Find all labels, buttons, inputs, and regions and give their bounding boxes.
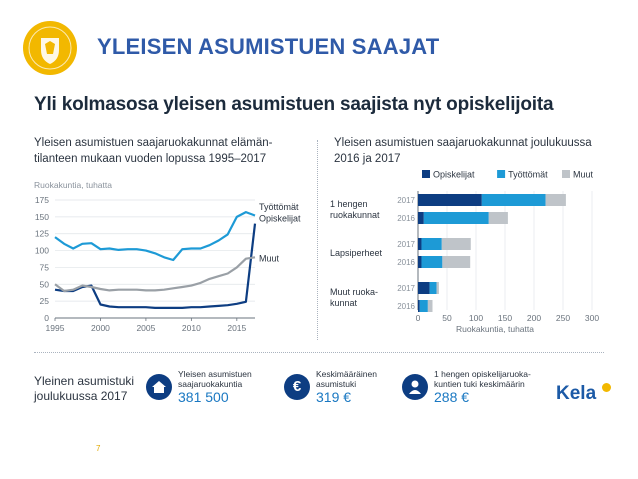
year-label: 2017 bbox=[397, 196, 415, 205]
y-tick-label: 50 bbox=[40, 279, 50, 289]
coat-of-arms-emblem bbox=[23, 21, 77, 75]
bar-segment bbox=[419, 300, 428, 312]
x-tick-label: 100 bbox=[469, 313, 483, 323]
x-tick-label: 300 bbox=[585, 313, 599, 323]
legend-swatch bbox=[422, 170, 430, 178]
year-label: 2016 bbox=[397, 302, 415, 311]
series-label: Opiskelijat bbox=[259, 214, 301, 224]
bar-segment bbox=[418, 256, 422, 268]
series-label: Työttömät bbox=[259, 202, 299, 212]
x-tick-label: 250 bbox=[556, 313, 570, 323]
bar-chart-title-line2: 2016 ja 2017 bbox=[334, 153, 401, 165]
series-line-0 bbox=[54, 211, 256, 262]
line-chart-title-line1: Yleisen asumistuen saajaruokakunnat eläm… bbox=[34, 137, 273, 149]
euro-icon: € bbox=[284, 374, 310, 400]
x-tick-label: 2015 bbox=[227, 323, 246, 333]
footer-title: Yleinen asumistuki joulukuussa 2017 bbox=[34, 374, 134, 404]
bar-segment bbox=[418, 282, 430, 294]
bar-chart-title: Yleisen asumistuen saajaruokakunnat joul… bbox=[334, 135, 592, 167]
footer-item-households-value: 381 500 bbox=[178, 389, 229, 405]
series-line-2 bbox=[54, 256, 256, 293]
kela-logo: Kela bbox=[556, 383, 612, 405]
footer-item-households-label2: saajaruokakuntia bbox=[178, 379, 243, 389]
y-tick-label: 100 bbox=[35, 246, 49, 256]
x-tick-label: 200 bbox=[527, 313, 541, 323]
kela-logo-dot bbox=[602, 383, 612, 392]
bar-segment bbox=[441, 238, 471, 250]
bar-segment bbox=[418, 238, 422, 250]
footer-item-average-value: 319 € bbox=[316, 389, 352, 405]
bar-segment bbox=[421, 238, 442, 250]
x-tick-label: 50 bbox=[442, 313, 452, 323]
chart-divider bbox=[317, 140, 318, 340]
line-chart: 0 25 50 75 100 125 150 175 1995 2000 2005 2010 2015 T… bbox=[35, 195, 301, 333]
house-icon bbox=[146, 374, 172, 400]
x-tick-label: 0 bbox=[416, 313, 421, 323]
bar-segment bbox=[421, 256, 443, 268]
line-chart-ylabel: Ruokakuntia, tuhatta bbox=[34, 180, 112, 190]
footer-item-average-label1: Keskimääräinen bbox=[316, 369, 377, 379]
footer-item-households-label1: Yleisen asumistuen bbox=[178, 369, 252, 379]
slide-title: YLEISEN ASUMISTUEN SAAJAT bbox=[97, 34, 440, 59]
year-label: 2017 bbox=[397, 284, 415, 293]
bar-segment bbox=[418, 194, 482, 206]
headline: Yli kolmasosa yleisen asumistuen saajist… bbox=[34, 94, 554, 115]
bar-segment bbox=[418, 212, 424, 224]
legend-label: Työttömät bbox=[508, 170, 548, 180]
bar-segment bbox=[423, 212, 489, 224]
y-tick-label: 0 bbox=[44, 313, 49, 323]
footer-title-line2: joulukuussa 2017 bbox=[34, 389, 128, 403]
x-axis-label: Ruokakuntia, tuhatta bbox=[456, 324, 534, 334]
legend-label: Muut bbox=[573, 170, 594, 180]
y-tick-label: 75 bbox=[40, 262, 50, 272]
page-number: 7 bbox=[96, 444, 101, 453]
bar-segment bbox=[427, 300, 433, 312]
footer-item-average-label2: asumistuki bbox=[316, 379, 357, 389]
group-label: 1 hengen bbox=[330, 199, 368, 209]
group-label: Lapsiperheet bbox=[330, 248, 383, 258]
x-tick-label: 2005 bbox=[136, 323, 155, 333]
footer-title-line1: Yleinen asumistuki bbox=[34, 374, 135, 388]
y-tick-label: 25 bbox=[40, 296, 50, 306]
year-label: 2016 bbox=[397, 258, 415, 267]
kela-logo-text: Kela bbox=[556, 383, 597, 404]
legend-swatch bbox=[562, 170, 570, 178]
footer-item-student-support: 1 hengen opiskelijaruoka- kuntien tuki k… bbox=[434, 369, 531, 405]
footer-item-average-support: Keskimääräinen asumistuki 319 € bbox=[316, 369, 377, 405]
bar-chart-title-line1: Yleisen asumistuen saajaruokakunnat joul… bbox=[334, 137, 592, 149]
person-icon bbox=[402, 374, 428, 400]
bar-segment bbox=[418, 300, 420, 312]
x-tick-label: 2000 bbox=[91, 323, 110, 333]
series-label: Muut bbox=[259, 253, 280, 263]
footer-item-households: Yleisen asumistuen saajaruokakuntia 381 … bbox=[178, 369, 252, 405]
group-label-line2: ruokakunnat bbox=[330, 210, 380, 220]
y-tick-label: 150 bbox=[35, 212, 49, 222]
bar-segment bbox=[488, 212, 508, 224]
y-tick-label: 175 bbox=[35, 195, 49, 205]
bar-segment bbox=[436, 282, 439, 294]
group-label-line2: kunnat bbox=[330, 298, 358, 308]
footer-item-student-label1: 1 hengen opiskelijaruoka- bbox=[434, 369, 531, 379]
year-label: 2016 bbox=[397, 214, 415, 223]
footer-item-student-value: 288 € bbox=[434, 389, 470, 405]
x-tick-label: 1995 bbox=[46, 323, 65, 333]
bar-segment bbox=[481, 194, 546, 206]
footer-divider bbox=[34, 352, 604, 353]
legend-label: Opiskelijat bbox=[433, 170, 475, 180]
legend-swatch bbox=[497, 170, 506, 178]
bar-chart: Opiskelijat Työttömät Muut 0 50 100 150 200 250 3… bbox=[330, 170, 599, 335]
year-label: 2017 bbox=[397, 240, 415, 249]
x-tick-label: 2010 bbox=[182, 323, 201, 333]
x-tick-label: 150 bbox=[498, 313, 512, 323]
bar-segment bbox=[545, 194, 566, 206]
y-tick-label: 125 bbox=[35, 229, 49, 239]
bar-segment bbox=[442, 256, 471, 268]
line-chart-title: Yleisen asumistuen saajaruokakunnat eläm… bbox=[34, 135, 272, 167]
footer-item-student-label2: kuntien tuki keskimäärin bbox=[434, 379, 525, 389]
line-chart-title-line2: tilanteen mukaan vuoden lopussa 1995–201… bbox=[34, 153, 267, 165]
bar-segment bbox=[429, 282, 437, 294]
group-label: Muut ruoka- bbox=[330, 287, 378, 297]
